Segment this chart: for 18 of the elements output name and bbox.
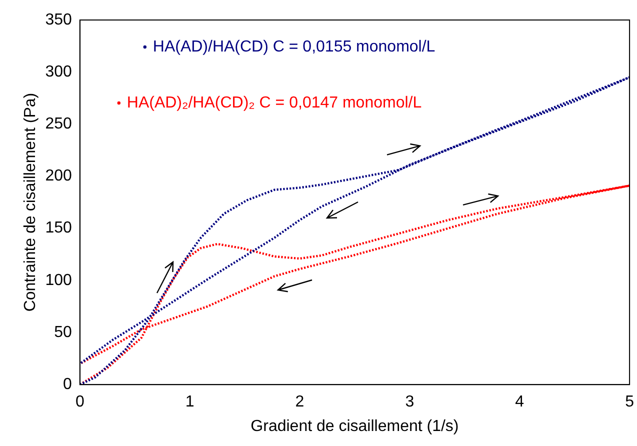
x-axis-title: Gradient de cisaillement (1/s) [250, 418, 459, 435]
y-tick-label: 350 [45, 11, 72, 28]
x-tick-label: 1 [185, 394, 194, 411]
x-tick-label: 4 [515, 394, 524, 411]
x-tick-label: 5 [625, 394, 634, 411]
x-tick-label: 3 [405, 394, 414, 411]
legend-label: HA(AD)/HA(CD) C = 0,0155 monomol/L [152, 38, 436, 56]
y-tick-label: 300 [45, 63, 72, 80]
y-tick-label: 100 [45, 272, 72, 289]
x-tick-label: 0 [75, 394, 84, 411]
y-tick-label: 0 [62, 376, 72, 394]
y-tick-label: 150 [45, 220, 72, 237]
legend-label: HA(AD)₂/HA(CD)₂ C = 0,0147 monomol/L [126, 94, 422, 112]
x-tick-label: 2 [295, 394, 304, 411]
y-tick-label: 50 [54, 324, 72, 341]
y-tick-label: 200 [45, 168, 72, 185]
y-axis-title: Contrainte de cisaillement (Pa) [22, 92, 40, 312]
y-tick-label: 250 [45, 116, 72, 133]
